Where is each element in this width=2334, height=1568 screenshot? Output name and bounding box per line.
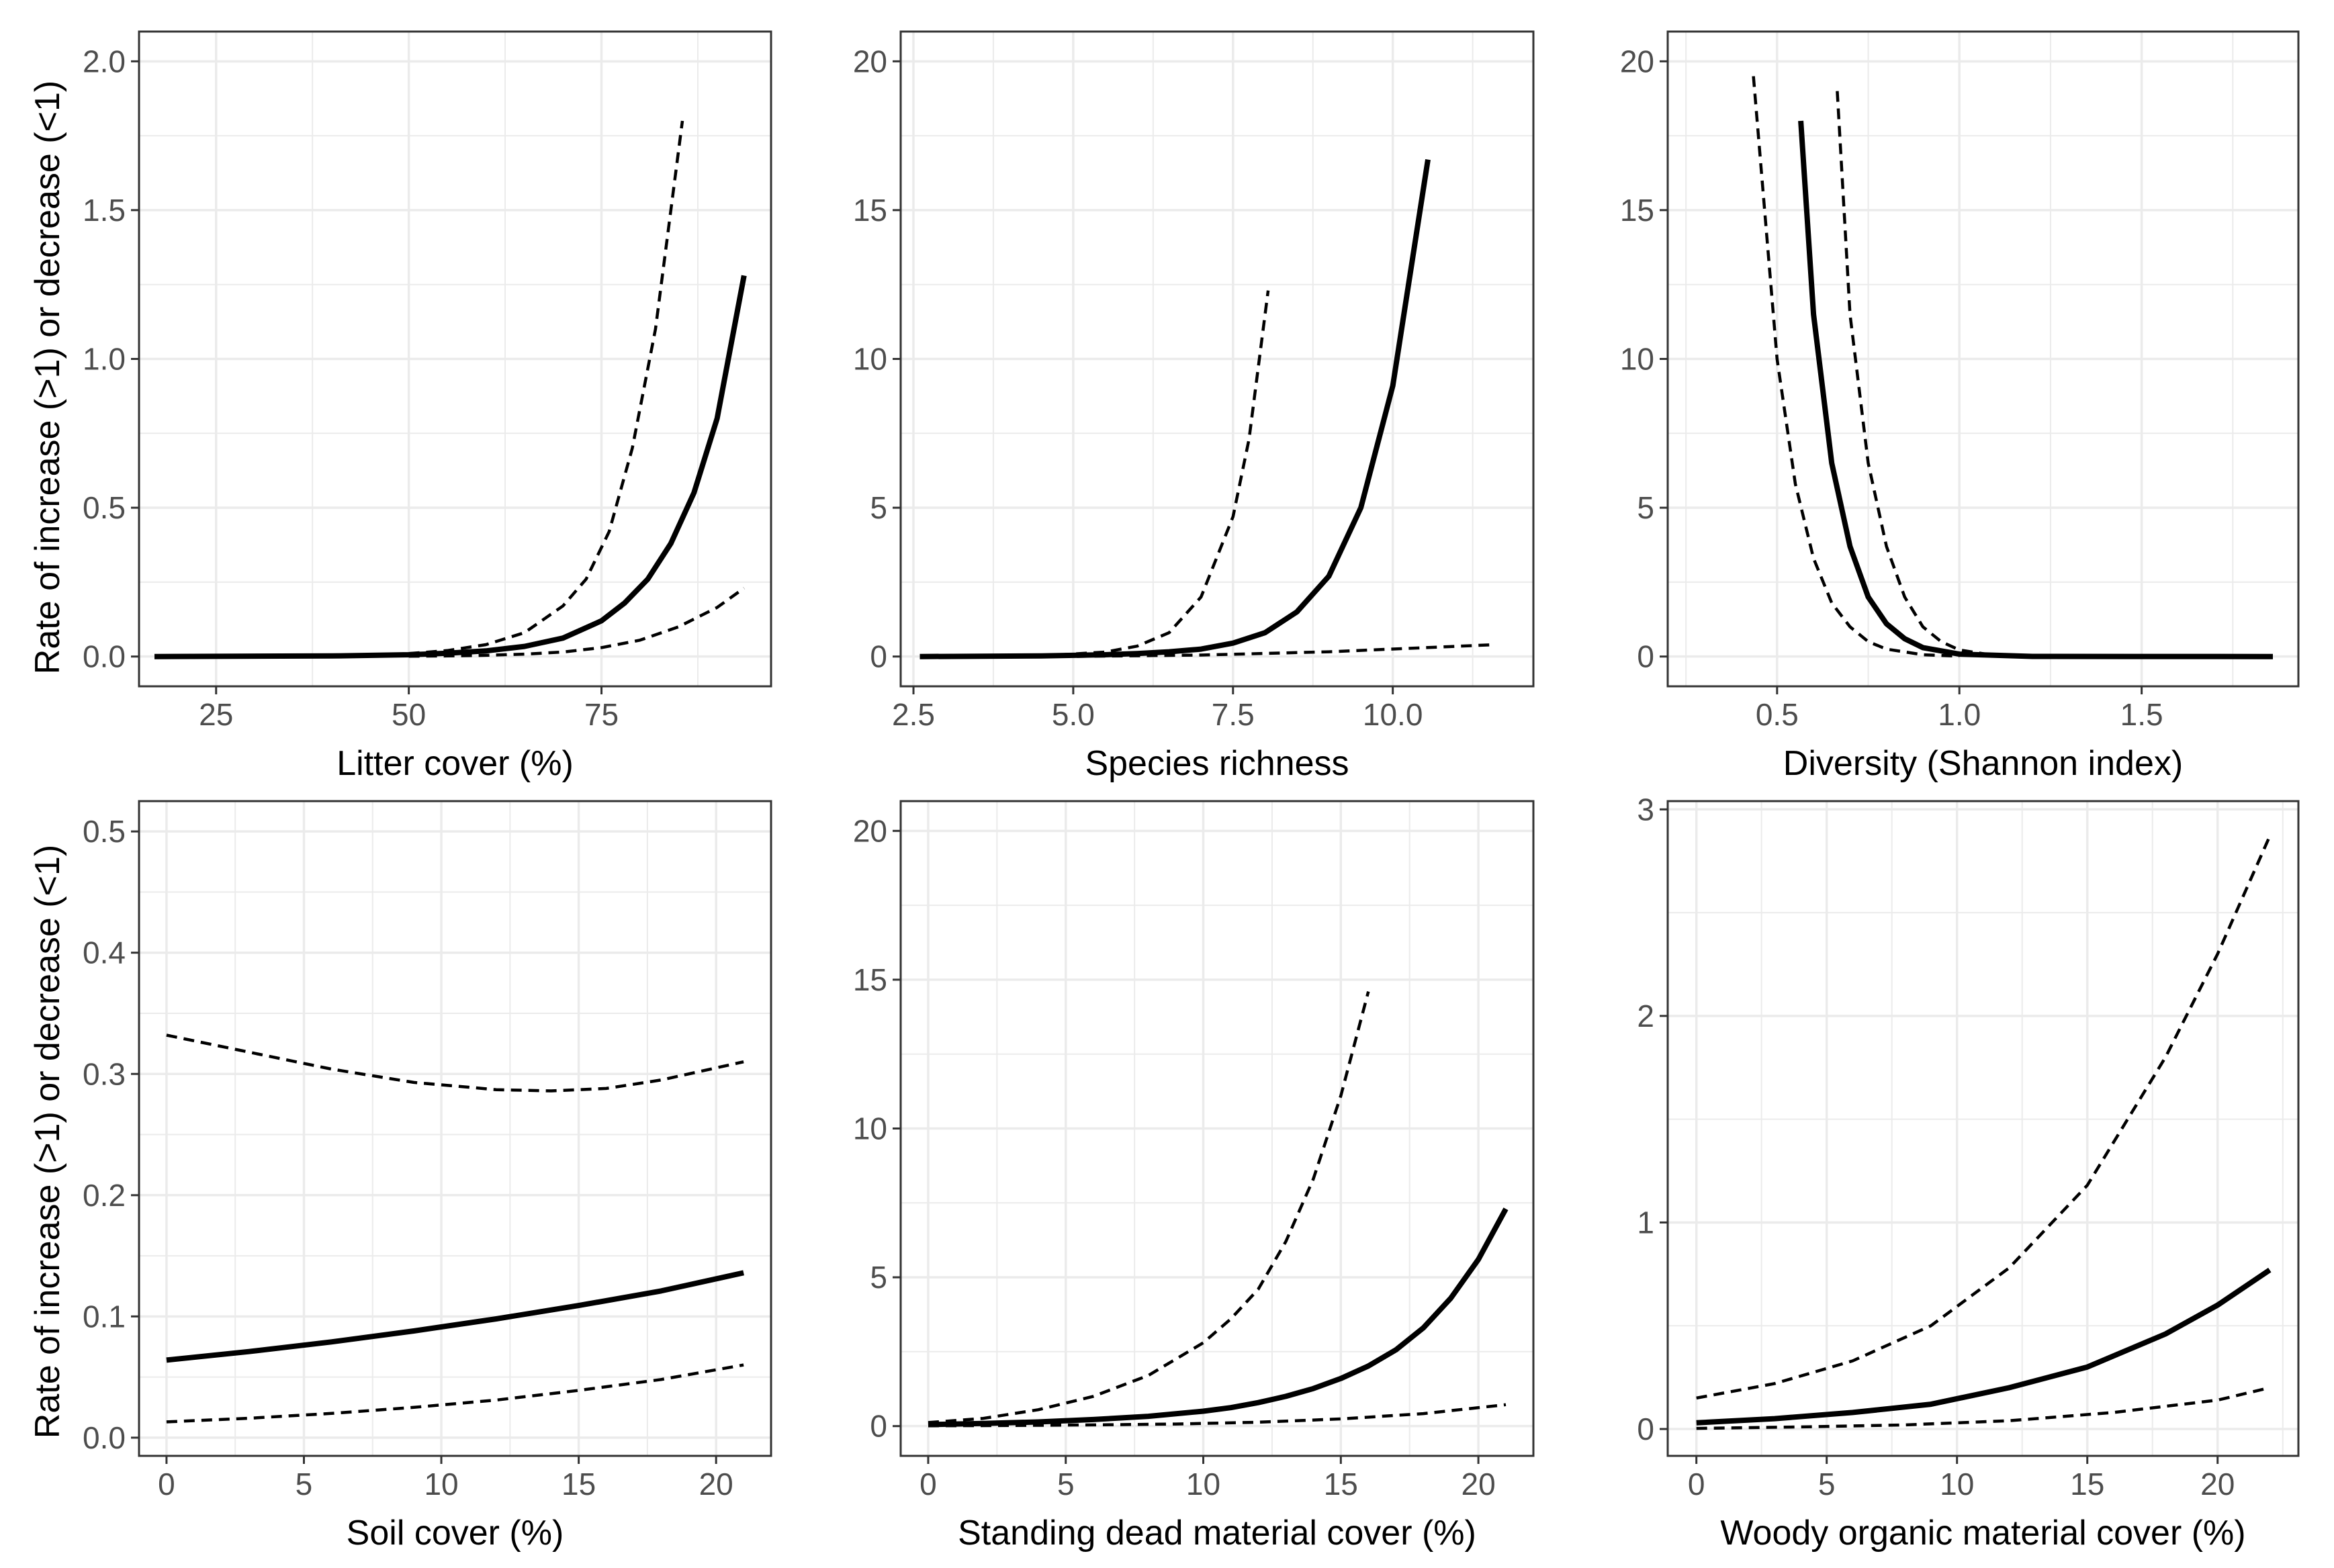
series-lower-95-ci-line	[166, 1363, 744, 1424]
x-tick-label: 0	[1688, 1467, 1705, 1502]
x-tick-label: 5	[1057, 1467, 1075, 1502]
y-tick-label: 0.0	[83, 639, 126, 674]
series-upper-95-ci-line	[1696, 835, 2272, 1400]
y-tick-label: 0.3	[83, 1056, 126, 1091]
x-axis-title: Woody organic material cover (%)	[1720, 1514, 2245, 1553]
x-tick-label: 50	[392, 697, 426, 732]
y-tick-label: 0.1	[83, 1299, 126, 1334]
x-tick-label: 10	[1940, 1467, 1974, 1502]
y-axis-label-top: Rate of increase (>1) or decrease (<1)	[28, 81, 67, 674]
y-tick-label: 0.0	[83, 1420, 126, 1455]
series-estimate-line	[919, 158, 1431, 659]
y-tick-label: 0.5	[83, 490, 126, 525]
x-tick-label: 15	[562, 1467, 596, 1502]
y-tick-label: 2	[1637, 999, 1654, 1033]
y-tick-label: 20	[1620, 44, 1654, 79]
y-tick-label: 1.0	[83, 342, 126, 377]
panel-6: 0 5 10 15 20 0 1 2 3 Woody organic material cover…	[1637, 792, 2300, 1553]
y-tick-label: 1.5	[83, 193, 126, 228]
y-tick-label: 0.4	[83, 935, 126, 970]
panel-5: 0 5 10 15 20 0 5 10 15 20 Standing dead material c…	[853, 800, 1535, 1553]
x-tick-label: 0.5	[1756, 697, 1799, 732]
series-estimate-line	[166, 1270, 744, 1363]
y-tick-label: 15	[853, 962, 887, 997]
y-tick-label: 5	[1637, 490, 1654, 525]
x-tick-label: 20	[2200, 1467, 2235, 1502]
x-tick-label: 1.5	[2120, 697, 2163, 732]
x-tick-label: 5	[1818, 1467, 1836, 1502]
y-tick-label: 0	[1637, 1412, 1654, 1446]
y-tick-label: 15	[1620, 193, 1654, 228]
x-tick-label: 2.5	[892, 697, 935, 732]
x-tick-label: 1.0	[1938, 697, 1981, 732]
y-tick-label: 0.5	[83, 814, 126, 849]
series-lower-95-ci-line	[928, 1403, 1507, 1428]
x-axis-title: Soil cover (%)	[347, 1514, 564, 1553]
x-tick-label: 75	[584, 697, 619, 732]
series-lower-95-ci-line	[408, 586, 746, 658]
series-upper-95-ci-line	[408, 120, 684, 655]
x-tick-label: 10	[424, 1467, 458, 1502]
panel-2: 2.5 5.0 7.5 10.0 0 5 10 15 20 Species richness	[853, 30, 1535, 783]
x-tick-label: 20	[1462, 1467, 1496, 1502]
y-tick-label: 10	[1620, 342, 1654, 377]
plot-background	[139, 801, 771, 1456]
y-tick-label: 5	[870, 1260, 887, 1295]
y-tick-label: 15	[853, 193, 887, 228]
y-tick-label: 0	[870, 1409, 887, 1444]
panel-4: 0 5 10 15 20 0.0 0.1 0.2 0.3 0.4 0.5 Soil cover (%)	[83, 800, 772, 1553]
plot-background	[1668, 801, 2298, 1456]
x-axis-title: Species richness	[1085, 744, 1349, 783]
x-axis-title: Diversity (Shannon index)	[1783, 744, 2183, 783]
y-tick-label: 0	[870, 639, 887, 674]
x-tick-label: 7.5	[1212, 697, 1255, 732]
x-tick-label: 0	[919, 1467, 937, 1502]
series-lower-95-ci-line	[1752, 76, 1960, 658]
x-tick-label: 20	[699, 1467, 733, 1502]
x-tick-label: 15	[2070, 1467, 2104, 1502]
y-tick-label: 2.0	[83, 44, 126, 79]
series-estimate-line	[1696, 1267, 2272, 1426]
y-axis-label-bottom: Rate of increase (>1) or decrease (<1)	[28, 845, 67, 1438]
x-tick-label: 5	[296, 1467, 313, 1502]
x-tick-label: 25	[199, 697, 233, 732]
y-tick-label: 20	[853, 44, 887, 79]
x-tick-label: 10.0	[1363, 697, 1423, 732]
y-tick-label: 10	[853, 1111, 887, 1146]
x-tick-label: 15	[1324, 1467, 1358, 1502]
panel-3: 0.5 1.0 1.5 0 5 10 15 20 Diversity (Shannon inde…	[1620, 30, 2300, 783]
y-tick-label: 1	[1637, 1205, 1654, 1240]
y-tick-label: 10	[853, 342, 887, 377]
series-upper-95-ci-line	[166, 1033, 744, 1093]
panel-1: 25 50 75 0.0 0.5 1.0 1.5 2.0 Litter cover (%)	[83, 30, 772, 783]
y-tick-label: 0	[1637, 639, 1654, 674]
x-axis-title: Litter cover (%)	[336, 744, 574, 783]
y-tick-label: 20	[853, 813, 887, 848]
y-tick-label: 3	[1637, 792, 1654, 827]
panel-border	[1666, 800, 2300, 1457]
y-tick-label: 5	[870, 490, 887, 525]
x-tick-label: 0	[158, 1467, 175, 1502]
series-estimate-line	[928, 1207, 1509, 1428]
x-axis-title: Standing dead material cover (%)	[958, 1514, 1476, 1553]
x-tick-label: 10	[1186, 1467, 1220, 1502]
x-tick-label: 5.0	[1052, 697, 1095, 732]
y-tick-label: 0.2	[83, 1178, 126, 1213]
series-upper-95-ci-line	[1836, 91, 1996, 657]
series-lower-95-ci-line	[919, 643, 1495, 658]
panel-border	[138, 800, 772, 1457]
